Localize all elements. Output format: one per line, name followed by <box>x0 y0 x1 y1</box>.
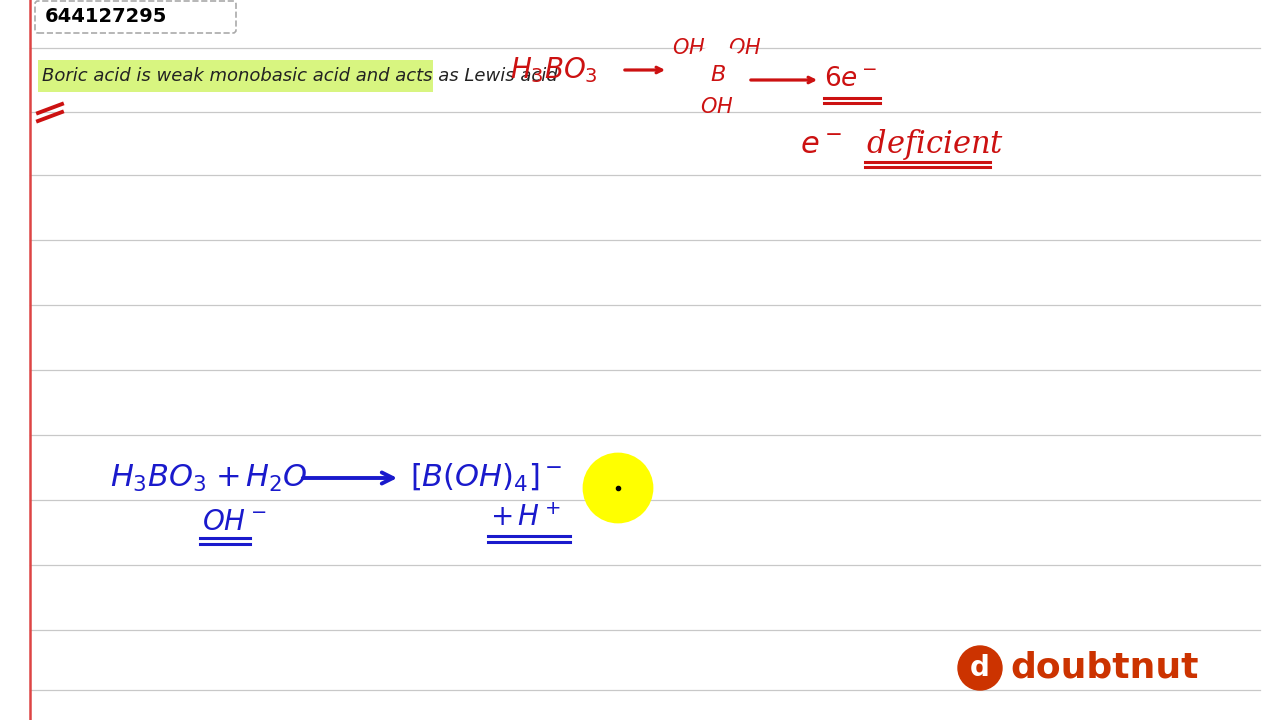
FancyBboxPatch shape <box>35 1 236 33</box>
Text: $OH^-$: $OH^-$ <box>202 508 266 536</box>
Text: $OH$: $OH$ <box>728 38 762 58</box>
Text: $+\,H^+$: $+\,H^+$ <box>490 504 561 532</box>
Text: $6e^-$: $6e^-$ <box>824 66 877 91</box>
FancyBboxPatch shape <box>38 60 433 92</box>
Text: $+\,H_2O$: $+\,H_2O$ <box>215 462 307 493</box>
Text: $OH$: $OH$ <box>700 97 733 117</box>
Circle shape <box>690 47 746 103</box>
Text: $[B(OH)_4]^-$: $[B(OH)_4]^-$ <box>410 462 562 494</box>
Text: $H_3BO_3$: $H_3BO_3$ <box>509 55 598 85</box>
Text: doubtnut: doubtnut <box>1010 651 1198 685</box>
Text: $OH$: $OH$ <box>672 38 705 58</box>
Text: d: d <box>970 654 989 682</box>
Text: Boric acid is weak monobasic acid and acts as Lewis acid: Boric acid is weak monobasic acid and ac… <box>42 67 558 85</box>
Text: $B$: $B$ <box>710 64 726 86</box>
Circle shape <box>584 454 652 522</box>
Text: 644127295: 644127295 <box>45 7 168 27</box>
Text: $H_3BO_3$: $H_3BO_3$ <box>110 462 206 493</box>
Circle shape <box>957 646 1002 690</box>
Text: $e^-$  deficient: $e^-$ deficient <box>800 127 1004 163</box>
